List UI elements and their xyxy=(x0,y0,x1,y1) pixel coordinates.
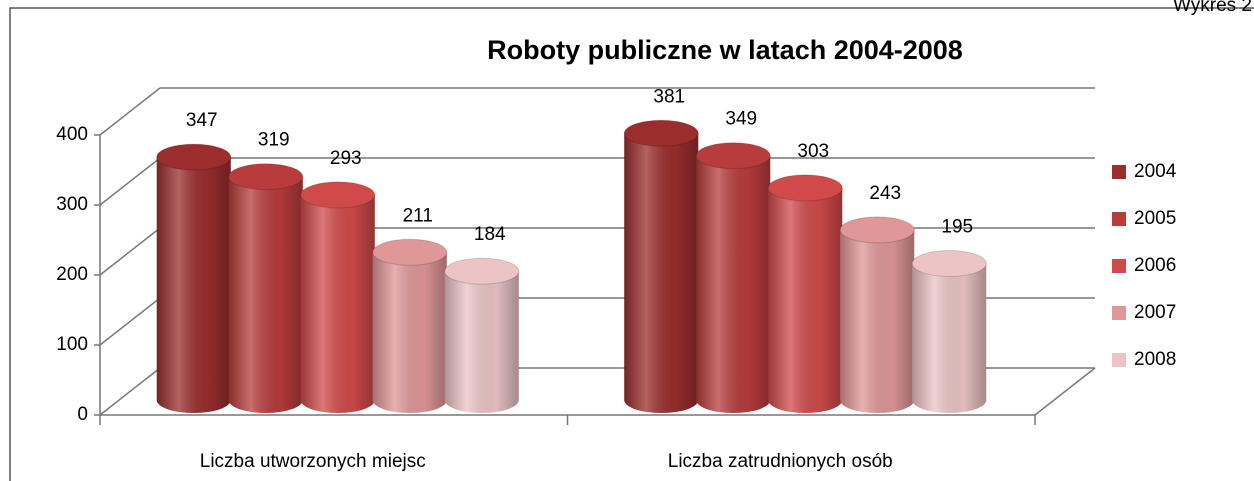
value-label: 319 xyxy=(258,130,290,151)
y-tick-label: 300 xyxy=(56,194,88,215)
value-label: 195 xyxy=(941,217,973,238)
cylinder-top xyxy=(228,163,304,191)
value-label: 184 xyxy=(474,224,506,245)
cylinder-top xyxy=(623,119,699,147)
value-label: 381 xyxy=(653,86,685,107)
cylinder-top xyxy=(300,181,376,209)
cylinder-shade xyxy=(444,271,519,413)
value-label: 349 xyxy=(725,109,757,130)
value-label: 293 xyxy=(330,148,362,169)
cylinder-shade xyxy=(696,155,771,413)
value-label: 303 xyxy=(797,141,829,162)
cylinder-top xyxy=(695,142,771,170)
legend-label: 2005 xyxy=(1134,208,1176,229)
cylinder-top xyxy=(444,257,520,285)
y-tick-label: 0 xyxy=(77,404,88,425)
cylinder-top xyxy=(372,238,448,266)
cylinder-shade xyxy=(912,263,987,413)
caption: Wykres 2 xyxy=(1173,0,1252,16)
chart-frame xyxy=(9,7,1254,481)
y-tick-label: 400 xyxy=(56,124,88,145)
x-tick-label: Liczba zatrudnionych osób xyxy=(668,451,893,472)
value-label: 243 xyxy=(869,183,901,204)
legend-swatch xyxy=(1112,165,1126,179)
legend-swatch xyxy=(1112,306,1126,320)
cylinder-shade xyxy=(624,133,699,414)
legend-swatch xyxy=(1112,353,1126,367)
legend-label: 2004 xyxy=(1134,161,1177,182)
value-label: 347 xyxy=(186,110,218,131)
cylinder-top xyxy=(911,250,987,277)
x-tick-label: Liczba utworzonych miejsc xyxy=(200,451,426,472)
legend-label: 2006 xyxy=(1134,255,1176,276)
legend-swatch xyxy=(1112,259,1126,273)
legend-label: 2008 xyxy=(1134,349,1176,370)
cylinder-shade xyxy=(300,194,375,413)
cylinder-top xyxy=(839,216,915,244)
cylinder-shade xyxy=(840,229,915,413)
chart-title: Roboty publiczne w latach 2004-2008 xyxy=(487,35,963,65)
y-tick-label: 200 xyxy=(56,264,88,285)
cylinder-shade xyxy=(156,157,231,413)
legend-swatch xyxy=(1112,212,1126,226)
cylinder-shade xyxy=(228,176,303,413)
legend-label: 2007 xyxy=(1134,302,1176,323)
cylinder-top xyxy=(156,143,232,171)
cylinder-shade xyxy=(372,252,447,413)
cylinder-top xyxy=(767,174,843,202)
value-label: 211 xyxy=(403,205,433,226)
cylinder-shade xyxy=(768,187,843,413)
y-tick-label: 100 xyxy=(56,334,88,355)
grid-line xyxy=(99,87,1095,136)
